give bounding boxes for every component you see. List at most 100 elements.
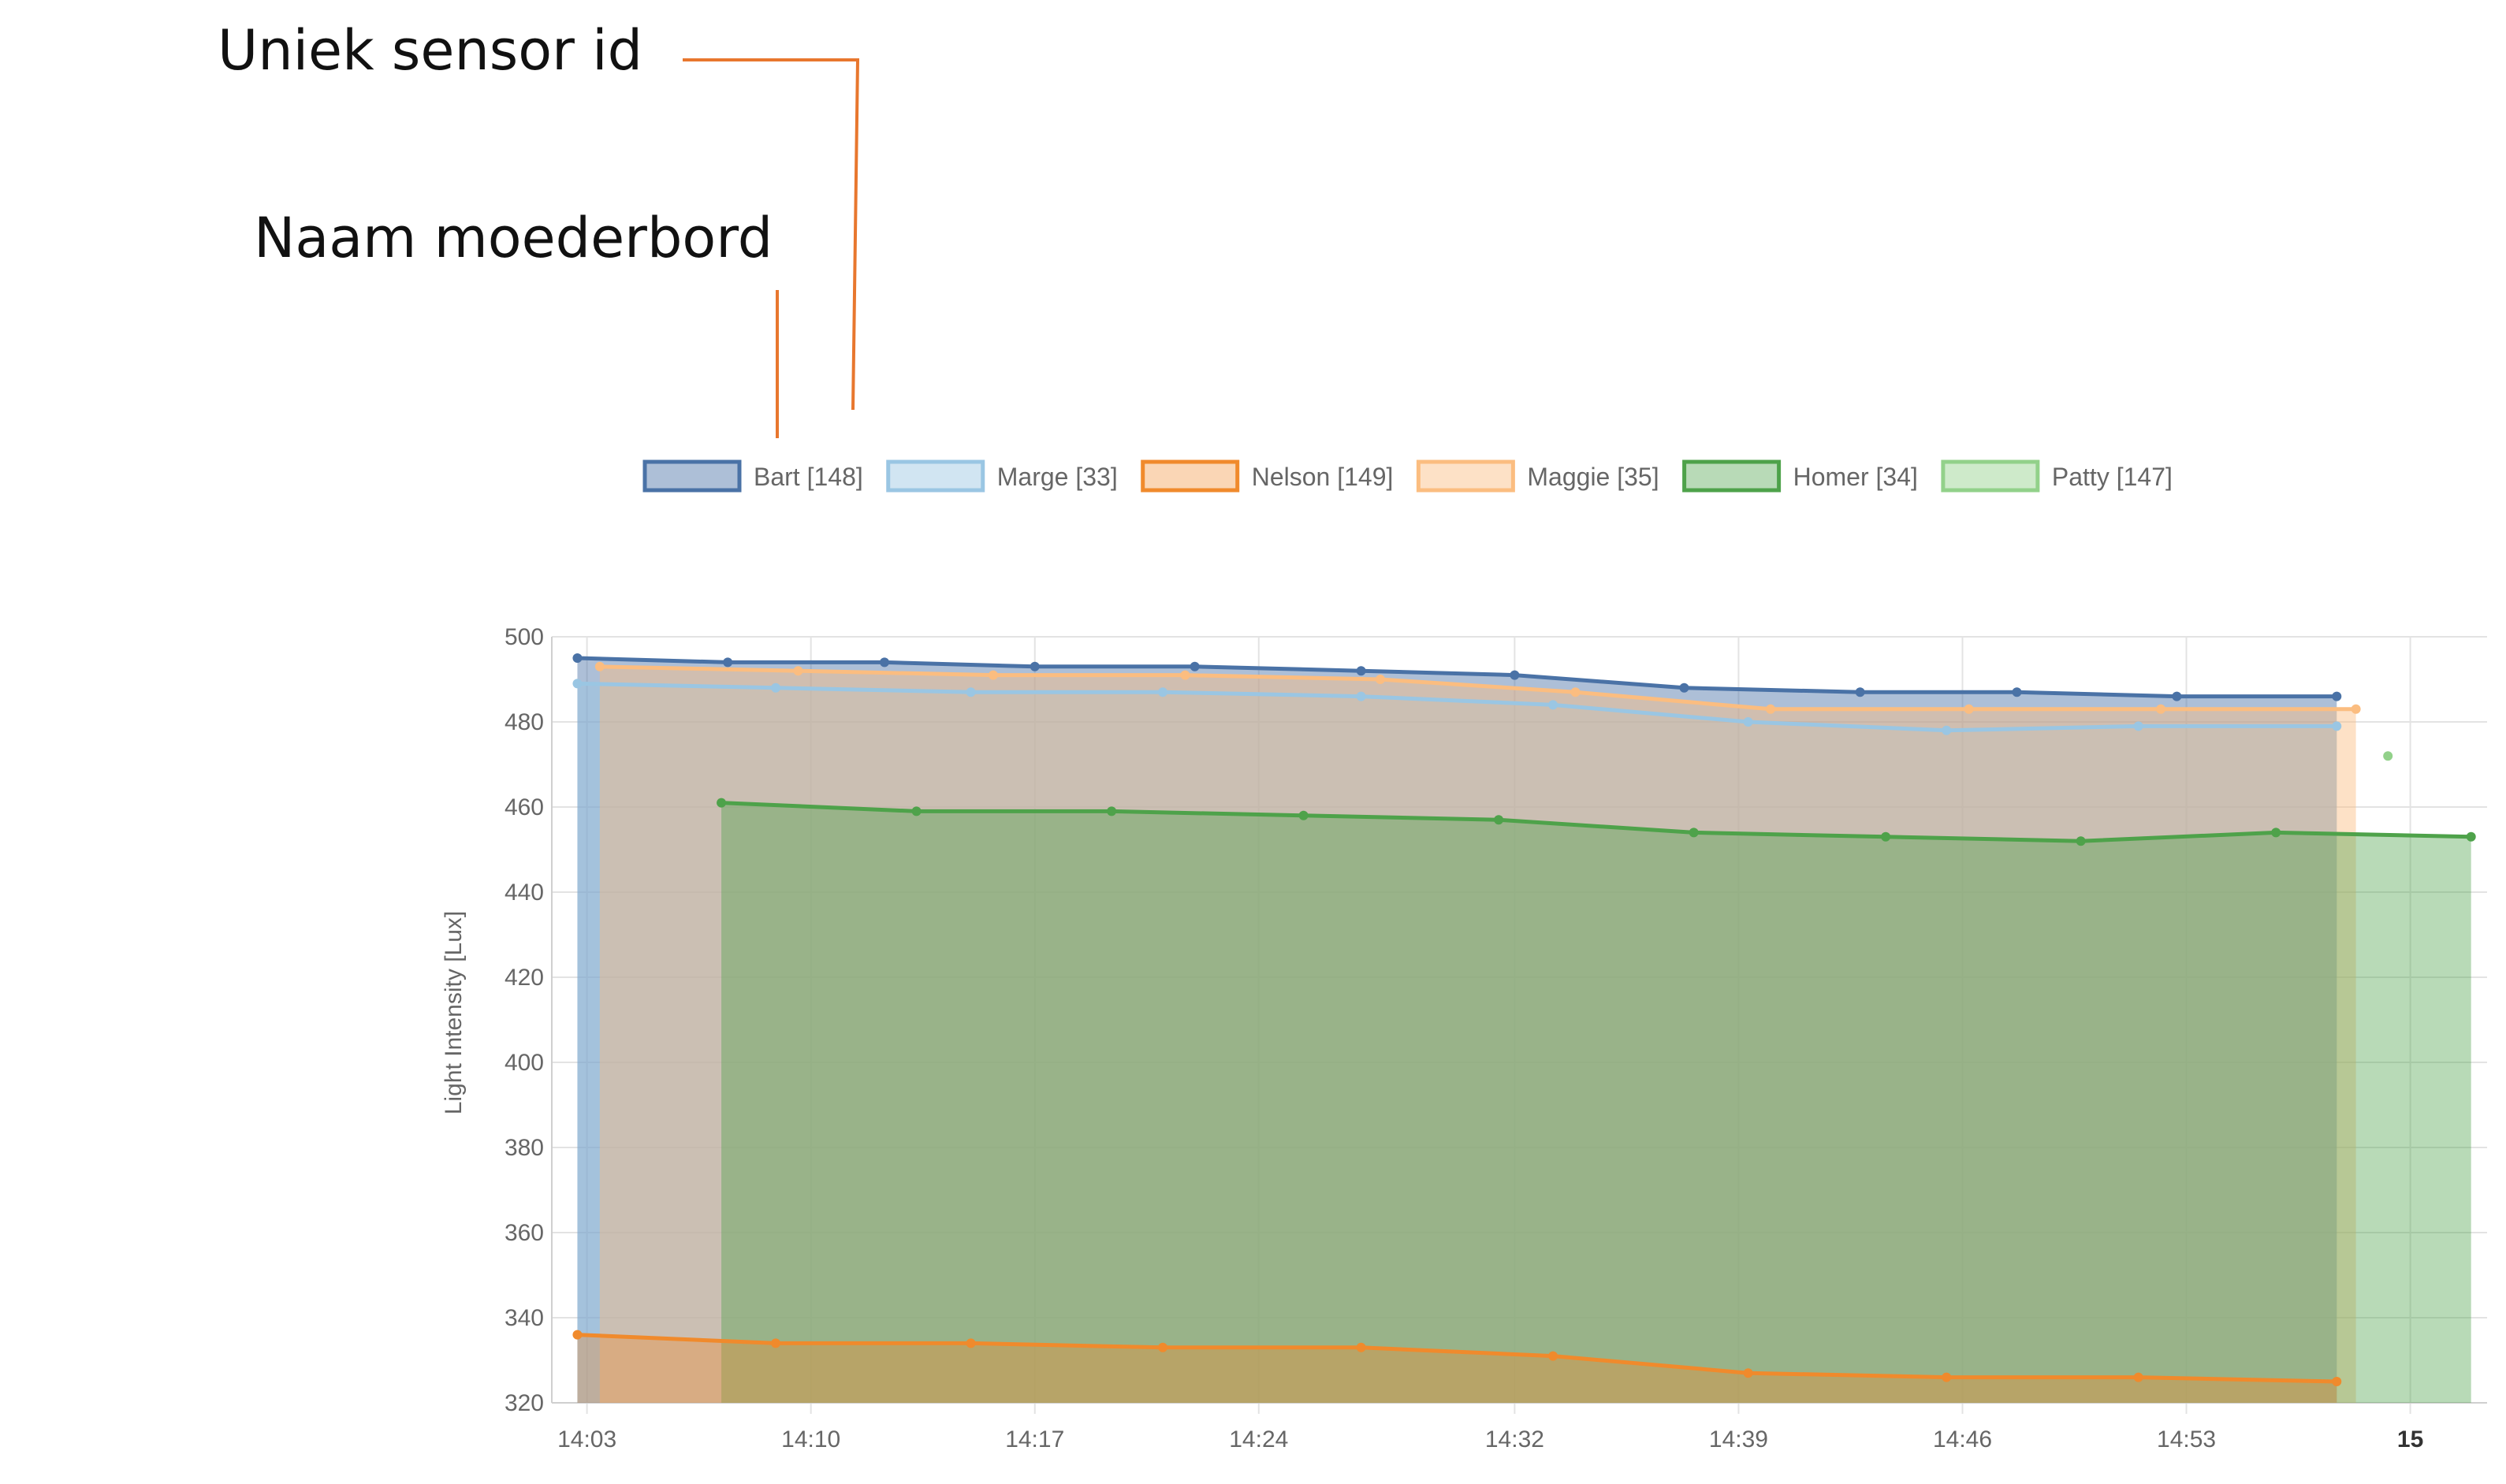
data-point-nelson — [966, 1338, 976, 1348]
data-point-homer — [1107, 806, 1117, 816]
y-tick-label: 480 — [505, 709, 544, 735]
data-point-homer — [717, 798, 727, 808]
data-point-marge — [1158, 687, 1168, 697]
data-point-nelson — [572, 1330, 583, 1340]
x-tick-label: 14:10 — [781, 1426, 840, 1452]
data-point-homer — [2271, 828, 2281, 838]
series-area-bart — [577, 658, 2337, 1403]
data-point-maggie — [1570, 687, 1581, 697]
data-point-nelson — [1942, 1372, 1952, 1382]
data-point-nelson — [771, 1338, 781, 1348]
data-point-patty — [2383, 751, 2393, 761]
data-point-bart — [723, 657, 733, 668]
y-tick-label: 500 — [505, 624, 544, 650]
annotation-sensor-id: Uniek sensor id — [218, 18, 642, 83]
data-point-bart — [1855, 687, 1865, 697]
legend-item-nelson: Nelson [149] — [1141, 459, 1394, 493]
data-point-bart — [1030, 661, 1040, 671]
data-point-nelson — [1743, 1368, 1753, 1378]
y-tick-label: 400 — [505, 1050, 544, 1076]
y-axis-label: Light Intensity [Lux] — [441, 911, 467, 1115]
legend-label-maggie: Maggie [35] — [1527, 463, 1659, 491]
data-point-nelson — [1158, 1342, 1168, 1352]
data-point-homer — [1298, 810, 1309, 820]
data-point-nelson — [2133, 1372, 2143, 1382]
legend-label-homer: Homer [34] — [1793, 463, 1918, 491]
data-point-maggie — [2156, 704, 2166, 714]
legend-label-patty: Patty [147] — [2052, 463, 2173, 491]
annotations: Uniek sensor id Naam moederbord — [218, 18, 860, 438]
data-point-marge — [771, 682, 781, 693]
x-tick-label: 14:39 — [1709, 1426, 1768, 1452]
annotation-board-name: Naam moederbord — [254, 206, 773, 270]
data-point-maggie — [988, 670, 998, 680]
data-point-maggie — [1766, 704, 1776, 714]
legend-swatch-nelson — [1141, 459, 1240, 493]
y-tick-label: 360 — [505, 1220, 544, 1246]
series-line-maggie — [599, 664, 2356, 712]
data-point-marge — [1356, 691, 1366, 701]
data-point-bart — [2332, 691, 2342, 701]
data-point-marge — [966, 687, 976, 697]
data-point-homer — [1494, 815, 1504, 825]
x-tick-label: 14:53 — [2157, 1426, 2216, 1452]
series-points — [572, 653, 2476, 1386]
legend-swatch-patty — [1941, 459, 2040, 493]
data-point-homer — [1689, 828, 1699, 838]
x-tick-label: 14:24 — [1229, 1426, 1288, 1452]
series-line-bart — [577, 656, 2337, 699]
data-point-marge — [572, 679, 583, 689]
x-tick-label: 14:46 — [1933, 1426, 1992, 1452]
series-line-homer — [721, 801, 2471, 843]
data-point-homer — [911, 806, 922, 816]
series-area-marge — [577, 683, 2337, 1403]
y-tick-label: 340 — [505, 1305, 544, 1331]
data-point-bart — [2012, 687, 2022, 697]
legend-swatch-marge — [886, 459, 985, 493]
data-point-maggie — [1964, 704, 1974, 714]
legend-item-homer: Homer [34] — [1682, 459, 1918, 493]
x-tick-label: 14:03 — [557, 1426, 616, 1452]
data-point-marge — [1548, 700, 1558, 710]
legend-item-maggie: Maggie [35] — [1416, 459, 1659, 493]
legend-label-nelson: Nelson [149] — [1252, 463, 1394, 491]
data-point-homer — [2466, 831, 2476, 842]
legend-item-bart: Bart [148] — [642, 459, 863, 493]
series-area-maggie — [599, 666, 2356, 1403]
x-tick-label: 15 — [2397, 1426, 2423, 1452]
data-point-maggie — [2351, 704, 2361, 714]
series-areas — [577, 658, 2471, 1403]
legend-swatch-homer — [1682, 459, 1782, 493]
data-point-homer — [1881, 831, 1891, 842]
data-point-bart — [880, 657, 890, 668]
data-point-maggie — [793, 666, 803, 676]
y-tick-label: 460 — [505, 794, 544, 820]
y-axis-ticks: 320 340 360 380 400 420 440 460 480 500 — [505, 624, 544, 1416]
data-point-maggie — [594, 661, 605, 671]
legend-swatch-bart — [642, 459, 742, 493]
chart-grid — [551, 636, 2487, 1414]
y-tick-label: 380 — [505, 1135, 544, 1161]
data-point-homer — [2076, 836, 2086, 846]
data-point-marge — [2133, 721, 2143, 731]
data-point-nelson — [1356, 1342, 1366, 1352]
x-axis-ticks: 14:03 14:10 14:17 14:24 14:32 14:39 14:46 14:53… — [557, 1426, 2423, 1452]
data-point-bart — [1190, 661, 1200, 671]
annotation-connector-sensor-id — [683, 58, 860, 411]
y-tick-label: 420 — [505, 965, 544, 991]
data-point-bart — [1356, 666, 1366, 676]
data-point-nelson — [1548, 1351, 1558, 1361]
series-line-marge — [577, 681, 2337, 733]
data-point-bart — [1510, 670, 1520, 680]
series-area-homer — [721, 802, 2471, 1403]
series-area-nelson — [577, 1334, 2337, 1403]
data-point-bart — [1679, 682, 1689, 693]
chart-legend: Bart [148] Marge [33] Nelson [149] Maggie [… — [642, 459, 2173, 493]
series-line-nelson — [577, 1333, 2337, 1384]
data-point-marge — [1743, 717, 1753, 727]
data-point-bart — [2172, 691, 2182, 701]
data-point-marge — [2332, 721, 2342, 731]
data-point-maggie — [1375, 675, 1385, 684]
x-tick-label: 14:17 — [1005, 1426, 1064, 1452]
legend-swatch-maggie — [1416, 459, 1515, 493]
